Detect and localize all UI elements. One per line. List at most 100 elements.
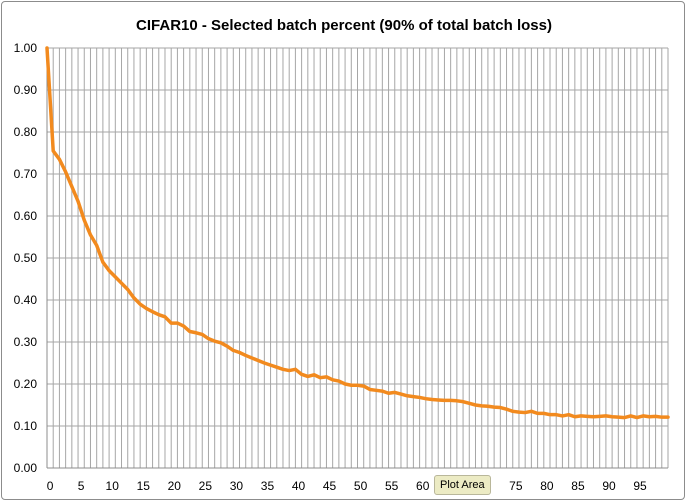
data-point[interactable] (126, 288, 130, 292)
data-point[interactable] (250, 356, 254, 360)
data-point[interactable] (554, 413, 558, 417)
data-point[interactable] (57, 157, 61, 161)
data-point[interactable] (585, 414, 589, 418)
data-point[interactable] (380, 389, 384, 393)
data-point[interactable] (623, 416, 627, 420)
series-line-0[interactable] (45, 46, 670, 420)
data-point[interactable] (654, 414, 658, 418)
data-point[interactable] (64, 170, 68, 174)
data-point[interactable] (610, 415, 614, 419)
data-point[interactable] (275, 365, 279, 369)
data-point[interactable] (213, 339, 217, 343)
data-point[interactable] (467, 401, 471, 405)
data-point[interactable] (175, 321, 179, 325)
data-point[interactable] (45, 46, 49, 50)
data-point[interactable] (194, 331, 198, 335)
data-point[interactable] (486, 404, 490, 408)
data-point[interactable] (529, 409, 533, 413)
data-point[interactable] (418, 395, 422, 399)
data-point[interactable] (225, 344, 229, 348)
data-point[interactable] (113, 275, 117, 279)
data-point[interactable] (312, 373, 316, 377)
data-point[interactable] (573, 415, 577, 419)
data-point[interactable] (498, 406, 502, 410)
data-point[interactable] (660, 415, 664, 419)
data-point[interactable] (455, 399, 459, 403)
data-point[interactable] (331, 378, 335, 382)
data-point[interactable] (70, 185, 74, 189)
data-point[interactable] (368, 387, 372, 391)
data-point[interactable] (424, 397, 428, 401)
data-point[interactable] (598, 414, 602, 418)
data-point[interactable] (182, 324, 186, 328)
data-point[interactable] (231, 348, 235, 352)
data-point[interactable] (337, 379, 341, 383)
data-point[interactable] (517, 410, 521, 414)
data-point[interactable] (349, 383, 353, 387)
data-point[interactable] (505, 407, 509, 411)
data-point[interactable] (480, 404, 484, 408)
data-point[interactable] (238, 351, 242, 355)
data-point[interactable] (343, 382, 347, 386)
data-point[interactable] (430, 398, 434, 402)
data-point[interactable] (244, 353, 248, 357)
data-point[interactable] (442, 398, 446, 402)
data-point[interactable] (473, 403, 477, 407)
data-point[interactable] (101, 260, 105, 264)
data-point[interactable] (536, 411, 540, 415)
data-point[interactable] (163, 315, 167, 319)
data-point[interactable] (144, 306, 148, 310)
data-point[interactable] (523, 411, 527, 415)
series-layer[interactable] (45, 46, 670, 420)
data-point[interactable] (511, 409, 515, 413)
data-point[interactable] (560, 414, 564, 418)
data-point[interactable] (206, 337, 210, 341)
data-point[interactable] (461, 400, 465, 404)
data-point[interactable] (436, 398, 440, 402)
data-point[interactable] (629, 414, 633, 418)
data-point[interactable] (281, 367, 285, 371)
data-point[interactable] (88, 233, 92, 237)
data-point[interactable] (616, 415, 620, 419)
data-point[interactable] (262, 361, 266, 365)
data-point[interactable] (542, 411, 546, 415)
data-point[interactable] (579, 414, 583, 418)
data-point[interactable] (269, 363, 273, 367)
data-point[interactable] (188, 330, 192, 334)
data-point[interactable] (169, 321, 173, 325)
data-point[interactable] (138, 302, 142, 306)
data-point[interactable] (293, 367, 297, 371)
data-point[interactable] (256, 358, 260, 362)
data-point[interactable] (151, 310, 155, 314)
data-point[interactable] (95, 243, 99, 247)
data-point[interactable] (604, 414, 608, 418)
data-point[interactable] (356, 383, 360, 387)
data-point[interactable] (324, 375, 328, 379)
data-point[interactable] (51, 149, 55, 153)
data-point[interactable] (306, 374, 310, 378)
data-point[interactable] (120, 281, 124, 285)
data-point[interactable] (374, 388, 378, 392)
data-point[interactable] (641, 414, 645, 418)
data-point[interactable] (647, 415, 651, 419)
data-point[interactable] (387, 391, 391, 395)
data-point[interactable] (300, 372, 304, 376)
data-point[interactable] (567, 413, 571, 417)
data-point[interactable] (449, 398, 453, 402)
data-point[interactable] (492, 405, 496, 409)
data-point[interactable] (318, 376, 322, 380)
data-point[interactable] (393, 390, 397, 394)
data-point[interactable] (200, 332, 204, 336)
data-point[interactable] (132, 296, 136, 300)
data-point[interactable] (362, 384, 366, 388)
data-point[interactable] (82, 218, 86, 222)
data-point[interactable] (287, 369, 291, 373)
data-point[interactable] (219, 341, 223, 345)
data-point[interactable] (405, 394, 409, 398)
data-point[interactable] (76, 199, 80, 203)
data-point[interactable] (107, 269, 111, 273)
data-point[interactable] (635, 416, 639, 420)
data-point[interactable] (548, 413, 552, 417)
data-point[interactable] (591, 415, 595, 419)
data-point[interactable] (157, 313, 161, 317)
